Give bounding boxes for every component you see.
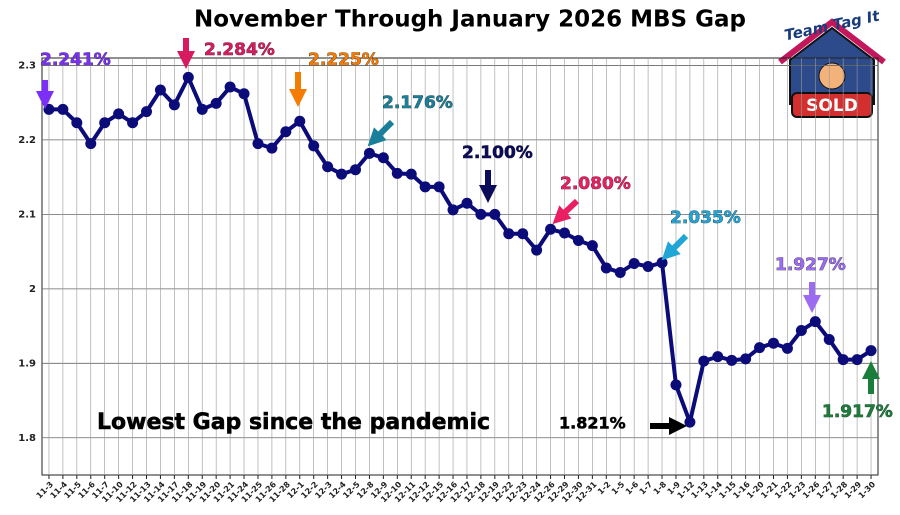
point: [740, 353, 752, 365]
point: [294, 115, 306, 127]
plot-area: [41, 57, 879, 476]
point: [391, 167, 403, 179]
point: [99, 117, 111, 129]
point: [57, 103, 69, 115]
point: [461, 197, 473, 209]
annotation: 1.821%: [559, 414, 626, 433]
point: [43, 103, 55, 115]
x-tick-label: 1-30: [857, 480, 878, 501]
point: [377, 152, 389, 164]
logo-badge: SOLD: [806, 96, 858, 116]
annotation: Lowest Gap since the pandemic: [97, 410, 490, 435]
point: [517, 228, 529, 240]
point: [475, 208, 487, 220]
point: [768, 337, 779, 349]
point: [113, 108, 125, 120]
point: [433, 181, 445, 193]
point: [210, 97, 222, 109]
point: [628, 258, 640, 270]
point: [572, 234, 584, 246]
y-tick-label: 1.9: [18, 358, 36, 369]
point: [600, 262, 612, 274]
point: [447, 204, 459, 216]
point: [698, 355, 710, 367]
point: [127, 117, 139, 129]
point: [614, 266, 626, 278]
annotation: 2.035%: [670, 208, 741, 228]
line: [48, 75, 873, 425]
point: [336, 168, 348, 180]
annotation: 2.176%: [382, 93, 453, 113]
y-tick-label: 2.3: [18, 60, 36, 71]
point: [586, 240, 598, 252]
point: [851, 354, 863, 366]
chart-title: November Through January 2026 MBS Gap: [194, 7, 746, 33]
point: [809, 316, 821, 328]
point: [531, 244, 543, 256]
point: [405, 168, 417, 180]
point: [545, 223, 557, 235]
point: [71, 117, 83, 129]
point: [224, 81, 236, 93]
point: [656, 257, 668, 269]
point: [266, 142, 278, 154]
point: [280, 126, 292, 138]
point: [350, 164, 361, 176]
annotation: 2.225%: [308, 50, 379, 70]
point: [308, 140, 320, 152]
point: [684, 416, 696, 428]
y-tick-label: 2.1: [18, 209, 36, 220]
annotation: 1.927%: [775, 255, 846, 275]
point: [837, 354, 849, 366]
point: [252, 138, 264, 150]
logo-banner: [791, 92, 873, 118]
point: [670, 379, 682, 391]
y-tick-label: 2.2: [18, 135, 36, 146]
point: [363, 147, 375, 159]
logo: SOLD Team Tag It: [778, 6, 886, 118]
point: [823, 333, 835, 345]
x-tick-label: 1-8: [652, 480, 669, 497]
point: [322, 161, 334, 173]
y-tick-label: 1.8: [18, 433, 36, 444]
annotation-arrow: [661, 233, 689, 261]
point: [196, 103, 208, 115]
x-tick-label: 1-2: [596, 480, 613, 497]
point: [503, 228, 515, 240]
point: [781, 342, 793, 354]
point: [489, 208, 501, 220]
annotation: 2.100%: [462, 143, 533, 163]
logo-hands: [818, 62, 846, 90]
point: [754, 342, 766, 354]
annotation-arrow: [367, 119, 395, 147]
point: [238, 88, 250, 100]
point: [712, 351, 724, 363]
point: [642, 261, 654, 272]
x-tick-label: 1-5: [610, 480, 627, 497]
logo-roof: [778, 18, 886, 65]
x-tick-label: 1-7: [638, 480, 655, 497]
annotation: 1.917%: [822, 402, 893, 422]
annotation: 2.241%: [40, 50, 111, 70]
point: [419, 181, 431, 193]
point: [795, 325, 807, 337]
point: [154, 84, 166, 96]
x-tick-label: 1-6: [624, 480, 641, 497]
annotation-arrow: [552, 198, 580, 225]
point: [141, 106, 152, 118]
annotation: 2.080%: [560, 174, 631, 194]
point: [168, 99, 180, 111]
point: [865, 345, 877, 357]
annotation: 2.284%: [204, 40, 275, 60]
point: [182, 71, 194, 83]
y-tick-label: 2: [29, 284, 36, 295]
point: [85, 138, 97, 150]
point: [726, 354, 738, 366]
point: [559, 227, 570, 239]
